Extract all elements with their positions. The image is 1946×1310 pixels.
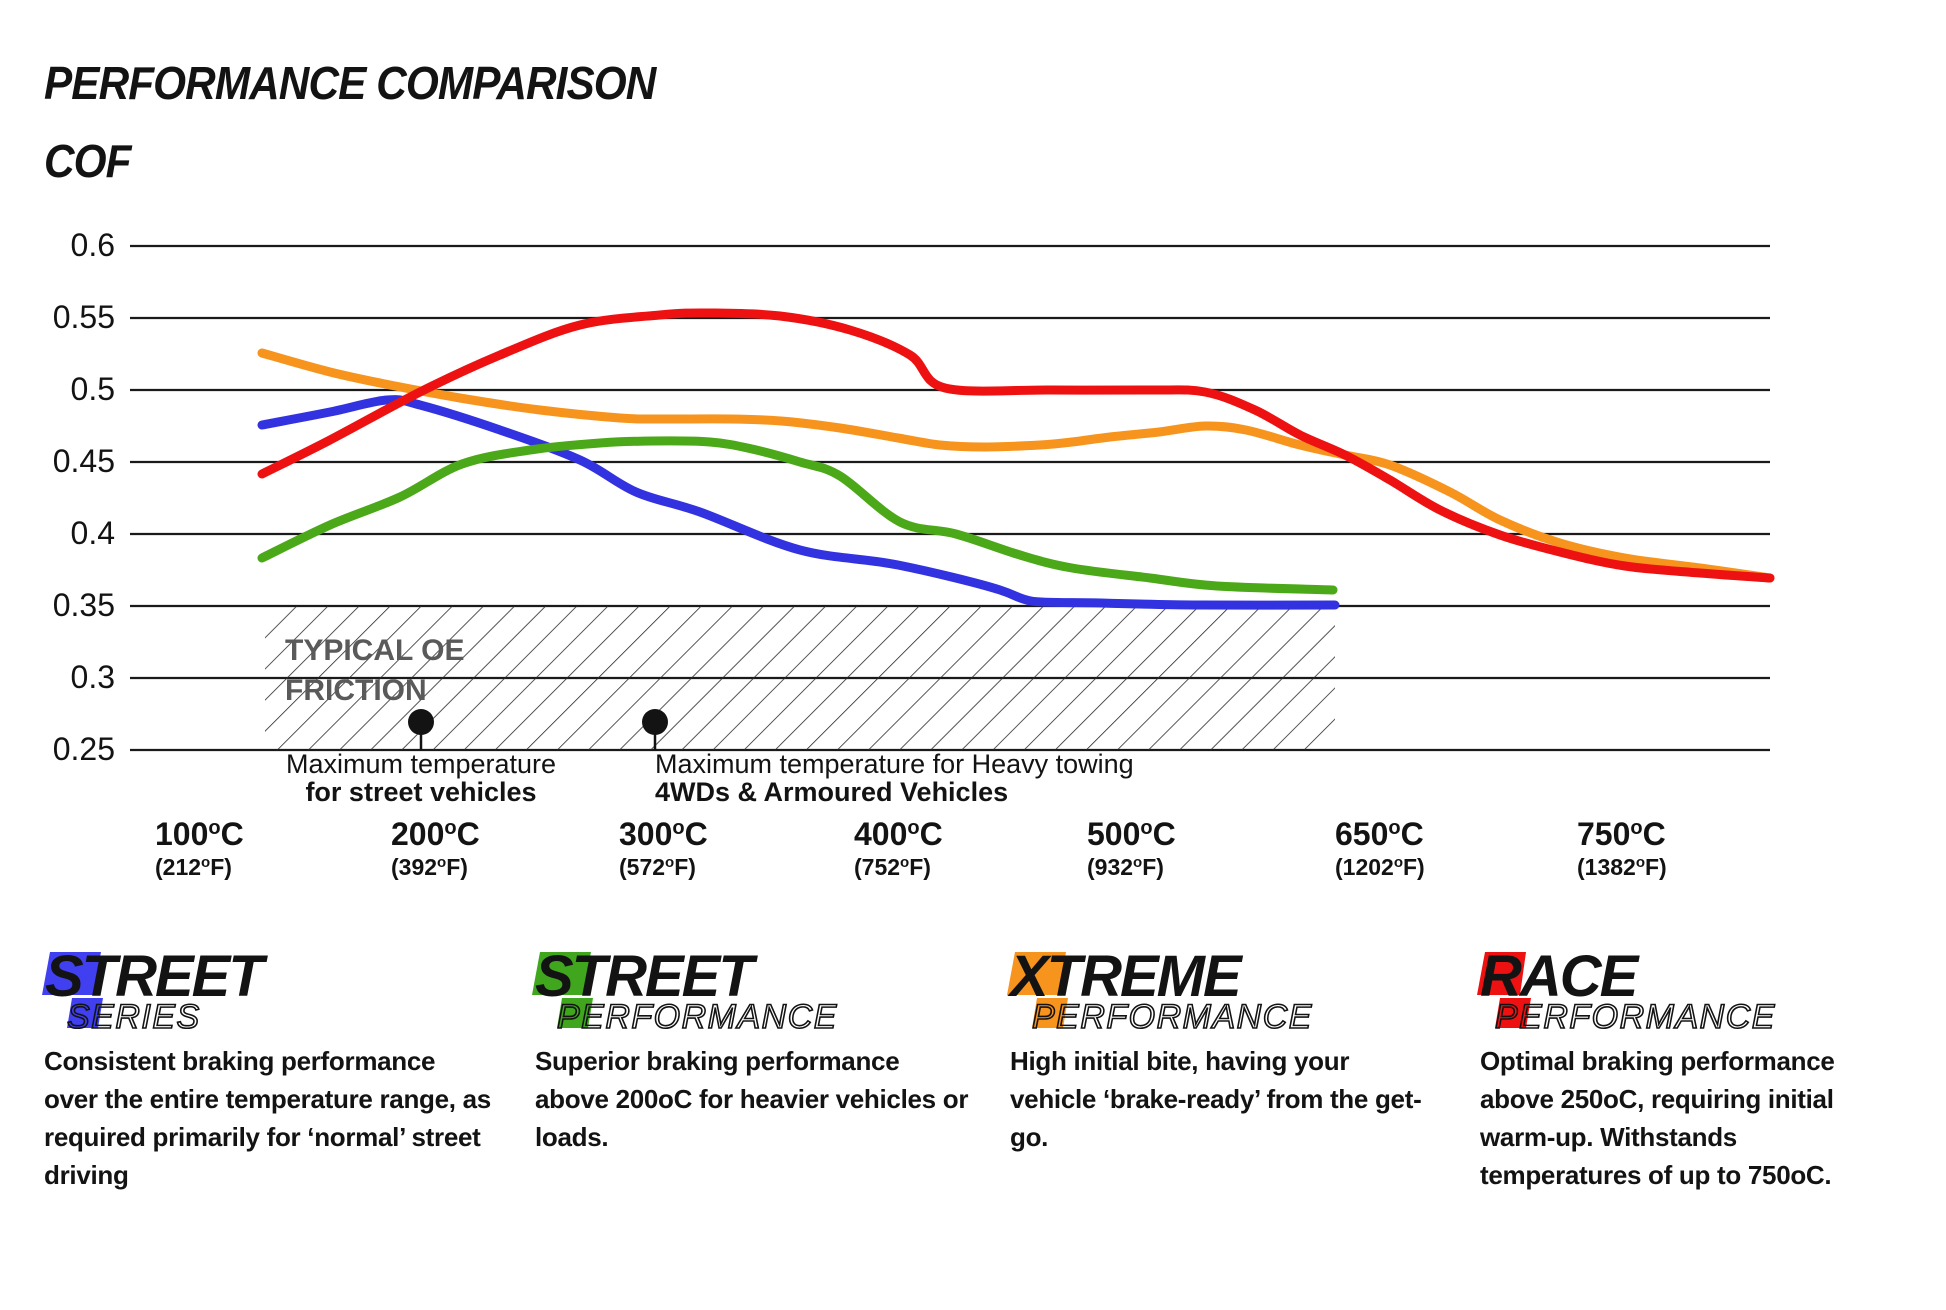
svg-text:0.25: 0.25: [53, 731, 115, 767]
svg-text:100oC: 100oC: [155, 816, 244, 852]
svg-text:0.35: 0.35: [53, 587, 115, 623]
svg-text:PERFORMANCE: PERFORMANCE: [557, 998, 838, 1036]
svg-text:(572oF): (572oF): [619, 854, 696, 881]
svg-text:0.3: 0.3: [71, 659, 115, 695]
svg-text:4WDs & Armoured Vehicles: 4WDs & Armoured Vehicles: [655, 777, 1008, 807]
svg-text:(212oF): (212oF): [155, 854, 232, 881]
svg-text:Maximum temperature for Heavy: Maximum temperature for Heavy towing: [655, 749, 1134, 779]
svg-text:(1382oF): (1382oF): [1577, 854, 1667, 881]
svg-text:for street vehicles: for street vehicles: [305, 777, 536, 807]
svg-text:(932oF): (932oF): [1087, 854, 1164, 881]
svg-text:PERFORMANCE: PERFORMANCE: [1032, 998, 1313, 1036]
svg-text:FRICTION: FRICTION: [285, 674, 427, 707]
svg-text:650oC: 650oC: [1335, 816, 1424, 852]
svg-text:Maximum temperature: Maximum temperature: [286, 749, 556, 779]
svg-text:0.55: 0.55: [53, 299, 115, 335]
svg-text:400oC: 400oC: [854, 816, 943, 852]
svg-text:0.45: 0.45: [53, 443, 115, 479]
svg-text:(392oF): (392oF): [391, 854, 468, 881]
svg-text:0.5: 0.5: [71, 371, 115, 407]
svg-text:TYPICAL OE: TYPICAL OE: [285, 634, 464, 667]
svg-text:750oC: 750oC: [1577, 816, 1666, 852]
svg-text:0.6: 0.6: [71, 227, 115, 263]
svg-text:(752oF): (752oF): [854, 854, 931, 881]
svg-text:500oC: 500oC: [1087, 816, 1176, 852]
svg-text:(1202oF): (1202oF): [1335, 854, 1425, 881]
svg-text:200oC: 200oC: [391, 816, 480, 852]
svg-text:0.4: 0.4: [71, 515, 115, 551]
svg-text:SERIES: SERIES: [67, 998, 201, 1036]
svg-text:300oC: 300oC: [619, 816, 708, 852]
svg-text:PERFORMANCE: PERFORMANCE: [1495, 998, 1776, 1036]
